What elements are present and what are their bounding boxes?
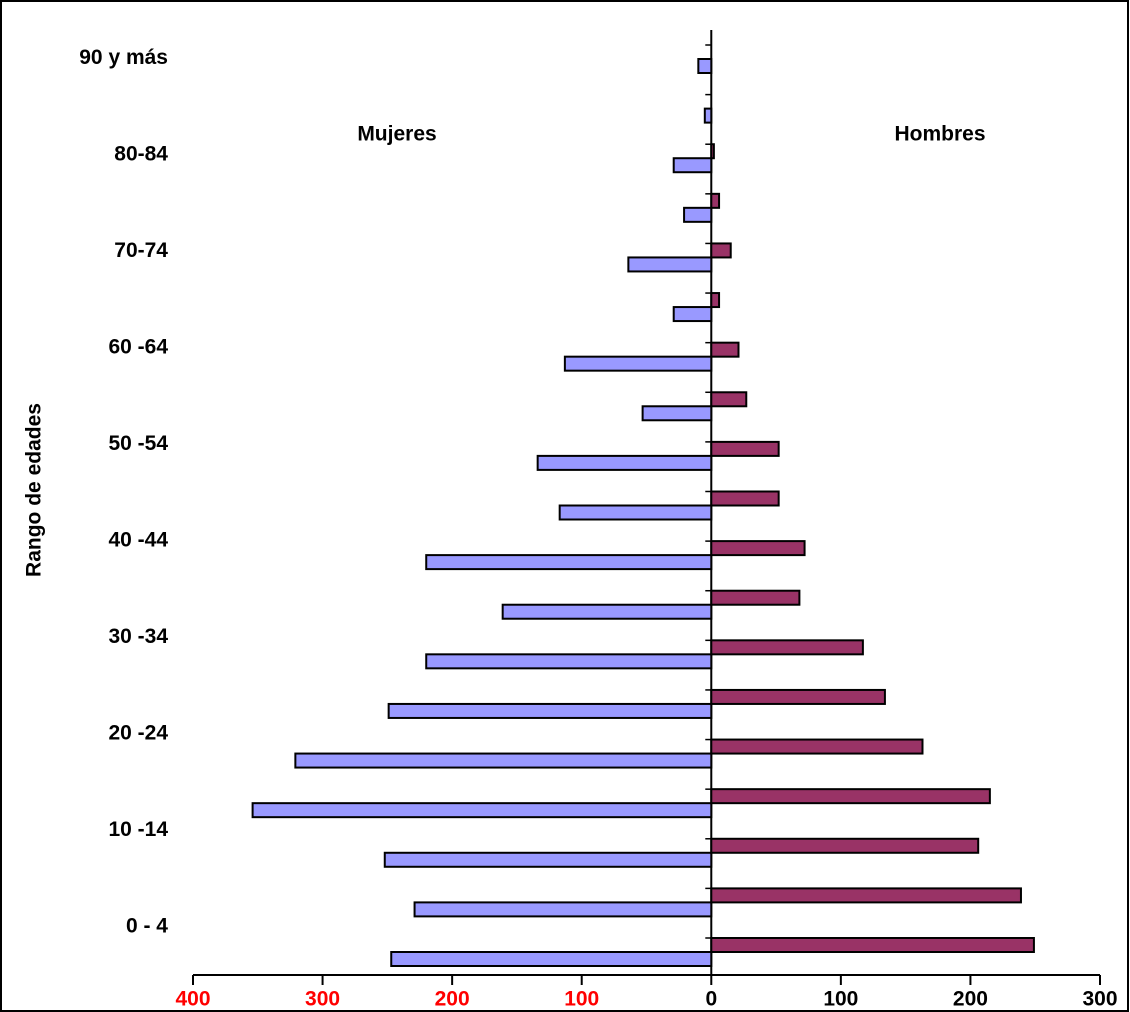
bar [641, 405, 713, 422]
bar [703, 107, 713, 124]
x-tick-label: 300 [305, 988, 340, 1011]
bar [710, 192, 721, 209]
bar [710, 887, 1022, 904]
series-label: Hombres [894, 123, 985, 146]
bar [710, 143, 715, 160]
bar [710, 788, 991, 805]
bar [710, 540, 806, 557]
bar [710, 242, 732, 259]
y-tick-label: 20 -24 [108, 722, 168, 745]
bar [710, 639, 864, 656]
bar [563, 355, 713, 372]
bar [294, 752, 713, 769]
bar [536, 454, 713, 471]
bar [710, 292, 721, 309]
bar [710, 440, 780, 457]
bar [425, 554, 713, 571]
bar [383, 851, 713, 868]
bar [558, 504, 713, 521]
bar [390, 951, 713, 967]
bar [710, 490, 780, 507]
y-tick-label: 10 -14 [108, 818, 168, 841]
y-tick-label: 0 - 4 [126, 915, 168, 938]
x-tick-label: 100 [823, 988, 858, 1011]
x-tick-label: 200 [953, 988, 988, 1011]
bar [697, 58, 713, 74]
y-tick-label: 40 -44 [108, 529, 168, 552]
bar [672, 306, 713, 323]
bar [425, 653, 713, 670]
bar [710, 937, 1035, 953]
bar [710, 341, 740, 358]
x-tick-label: 0 [705, 988, 717, 1011]
x-tick-label: 300 [1082, 988, 1117, 1011]
y-tick-label: 60 -64 [108, 336, 168, 359]
y-tick-label: 70-74 [114, 239, 168, 262]
y-tick-label: 80-84 [114, 143, 168, 166]
y-axis-title: Rango de edades [23, 403, 46, 577]
x-tick-label: 400 [175, 988, 210, 1011]
bar [710, 738, 924, 755]
series-label: Mujeres [357, 123, 436, 146]
bar [501, 603, 713, 620]
bar [672, 157, 713, 174]
bar [710, 589, 801, 606]
bar [710, 688, 886, 705]
bar [251, 802, 713, 819]
y-tick-label: 30 -34 [108, 625, 168, 648]
bar [413, 901, 713, 918]
bar [710, 391, 748, 408]
bar [683, 206, 713, 223]
y-tick-label: 50 -54 [108, 432, 168, 455]
bar [387, 702, 713, 719]
x-tick-label: 100 [564, 988, 599, 1011]
bar [627, 256, 713, 273]
x-tick-label: 200 [435, 988, 470, 1011]
y-tick-label: 90 y más [79, 46, 168, 69]
bar [710, 837, 980, 854]
